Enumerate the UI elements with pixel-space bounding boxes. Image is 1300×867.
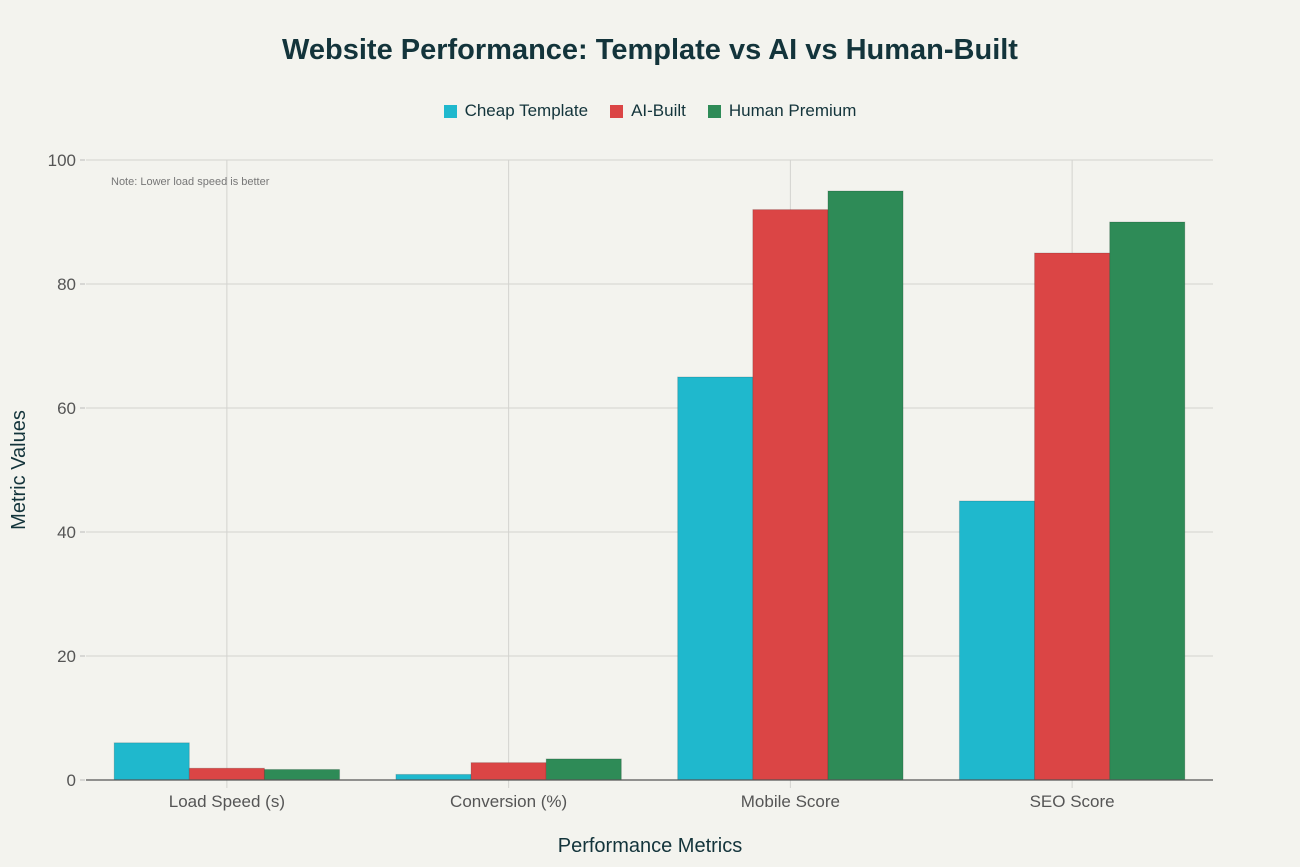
bar-cheap-template <box>958 500 1036 781</box>
y-tick-label: 40 <box>57 523 76 542</box>
bar-human-premium <box>263 768 341 781</box>
bar-ai-built <box>1034 252 1111 781</box>
bar-ai-built <box>752 209 829 781</box>
bar-human-premium <box>827 190 904 781</box>
bar-ai-built <box>470 762 547 781</box>
y-tick-label: 100 <box>48 151 76 170</box>
annotation-note: Note: Lower load speed is better <box>111 176 270 188</box>
legend-item[interactable]: Cheap Template <box>443 101 589 121</box>
bar-cheap-template <box>677 376 754 781</box>
y-axis-title: Metric Values <box>8 410 30 530</box>
bar-cheap-template <box>113 742 190 781</box>
legend-label: Cheap Template <box>464 101 589 120</box>
x-tick-label: SEO Score <box>1030 792 1115 811</box>
legend: Cheap Template AI-Built Human Premium <box>0 101 1300 121</box>
x-axis-title: Performance Metrics <box>558 835 743 857</box>
bar-ai-built <box>188 767 265 781</box>
x-tick-label: Load Speed (s) <box>169 792 285 811</box>
legend-item[interactable]: AI-Built <box>610 101 686 121</box>
y-tick-label: 60 <box>57 399 76 418</box>
y-tick-label: 80 <box>57 275 76 294</box>
chart-title: Website Performance: Template vs AI vs H… <box>282 34 1018 66</box>
legend-swatch <box>707 104 721 118</box>
bar-human-premium <box>1109 221 1186 781</box>
bar-human-premium <box>545 758 622 781</box>
x-tick-label: Mobile Score <box>741 792 840 811</box>
bar-cheap-template <box>395 773 472 781</box>
x-tick-label: Conversion (%) <box>450 792 567 811</box>
y-tick-label: 20 <box>57 647 76 666</box>
legend-swatch <box>610 104 624 118</box>
legend-label: Human Premium <box>728 101 857 120</box>
legend-item[interactable]: Human Premium <box>707 101 857 121</box>
y-tick-label: 0 <box>67 771 76 790</box>
legend-label: AI-Built <box>631 101 686 120</box>
legend-swatch <box>443 104 457 118</box>
